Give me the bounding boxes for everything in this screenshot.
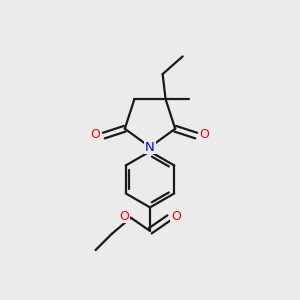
Text: O: O: [91, 128, 100, 141]
Text: N: N: [145, 141, 155, 154]
Text: O: O: [200, 128, 209, 141]
Text: O: O: [171, 210, 181, 223]
Text: O: O: [119, 210, 129, 223]
